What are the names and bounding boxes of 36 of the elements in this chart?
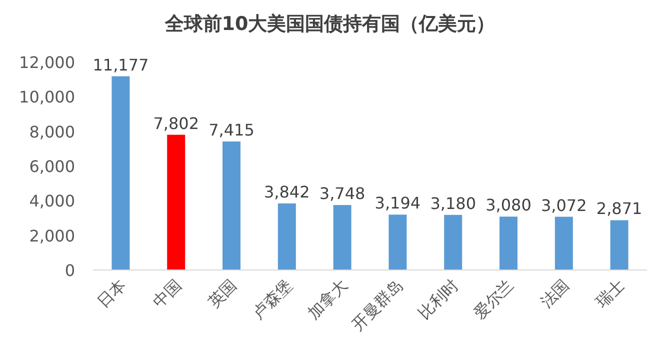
x-tick-label: 比利时 [414,275,462,323]
y-tick-label: 6,000 [29,157,75,176]
chart-title: 全球前10大美国国债持有国（亿美元） [164,13,496,35]
data-label: 3,180 [430,194,476,213]
y-tick-label: 8,000 [29,122,75,142]
bar [112,76,130,270]
x-tick-label: 卢森堡 [248,275,296,323]
x-tick-label: 日本 [93,275,130,312]
x-tick-label: 英国 [204,275,240,312]
bar [167,134,186,270]
bar [610,220,628,270]
data-label: 7,415 [208,120,254,140]
bar [444,214,462,270]
x-tick-label: 爱尔兰 [470,275,518,323]
bar [554,216,573,270]
bar [278,203,296,270]
data-label: 2,871 [596,199,642,218]
data-label: 11,177 [92,55,149,74]
bar [222,141,240,270]
y-tick-label: 2,000 [29,226,75,246]
bar [388,214,407,270]
data-label: 3,080 [486,196,532,215]
y-tick-label: 12,000 [19,53,75,72]
bar [333,205,352,270]
data-label: 7,802 [153,114,200,133]
bar [500,216,518,270]
data-label: 3,842 [264,182,310,202]
x-tick-label: 法国 [536,275,573,312]
data-label: 3,194 [374,194,421,213]
y-tick-label: 4,000 [29,192,75,211]
y-tick-label: 10,000 [19,88,75,107]
data-label: 3,072 [540,196,587,215]
data-label: 3,748 [319,184,366,204]
x-tick-label: 中国 [148,275,185,312]
y-tick-label: 0 [64,261,75,280]
x-tick-label: 瑞士 [592,275,628,312]
